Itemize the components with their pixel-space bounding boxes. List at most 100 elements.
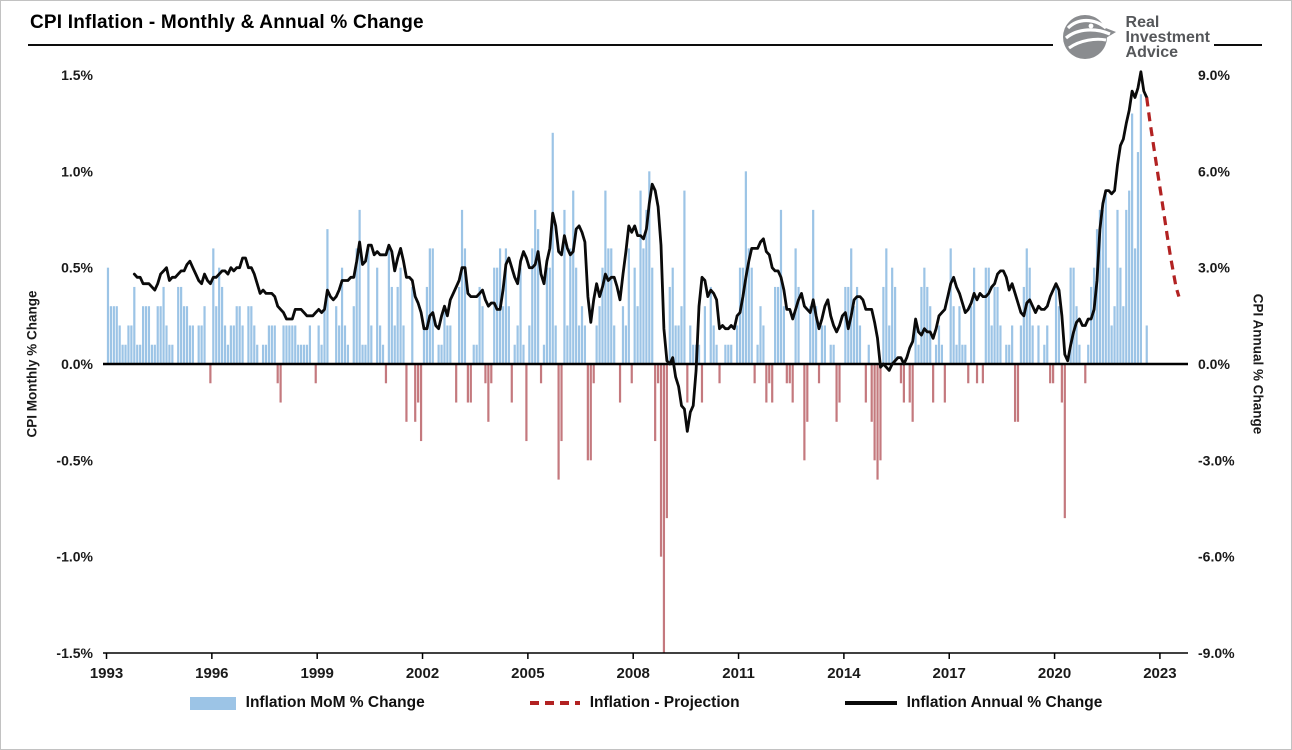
mom-bar: [458, 286, 461, 364]
mom-bar: [352, 306, 355, 364]
mom-bar: [159, 306, 162, 364]
mom-bar: [215, 306, 218, 364]
mom-bar: [888, 325, 891, 364]
x-axis-tick-label: 2020: [1038, 665, 1071, 682]
legend-item-annual: Inflation Annual % Change: [844, 694, 1103, 712]
mom-bar: [651, 267, 654, 364]
mom-bar: [610, 248, 613, 364]
mom-bar: [513, 344, 516, 364]
mom-bar: [340, 267, 344, 364]
mom-bar: [560, 364, 563, 442]
mom-bar: [812, 209, 815, 364]
mom-bar: [282, 325, 285, 364]
mom-bar: [759, 306, 762, 364]
mom-bar: [487, 364, 490, 422]
mom-bar: [446, 325, 449, 364]
mom-bar: [926, 286, 929, 364]
mom-bar: [124, 344, 127, 364]
mom-bar: [885, 248, 888, 364]
mom-bar: [182, 306, 186, 364]
mom-bar: [844, 286, 847, 364]
mom-bar: [490, 364, 493, 384]
mom-bar: [1131, 113, 1134, 364]
x-axis-tick-label: 2017: [933, 665, 966, 682]
mom-bar: [557, 364, 560, 480]
mom-bar: [656, 364, 660, 384]
mom-bar: [776, 286, 780, 364]
mom-bar: [788, 364, 791, 384]
mom-bar: [683, 190, 686, 364]
mom-bar: [223, 325, 227, 364]
mom-bar: [127, 325, 130, 364]
mom-bar: [662, 364, 666, 653]
mom-bar: [1104, 190, 1107, 364]
mom-bar: [1057, 306, 1061, 364]
mom-bar: [1049, 364, 1052, 384]
mom-bar: [539, 364, 543, 384]
mom-bar: [923, 267, 926, 364]
mom-bar: [1043, 344, 1046, 364]
mom-bar: [990, 325, 993, 364]
mom-bar: [112, 306, 115, 364]
mom-bar: [592, 364, 595, 384]
mom-bar: [431, 248, 434, 364]
mom-bar: [203, 306, 206, 364]
mom-bar: [633, 267, 636, 364]
mom-bar: [440, 344, 443, 364]
mom-bar: [700, 364, 704, 403]
mom-bar: [894, 286, 897, 364]
mom-bar: [738, 267, 742, 364]
mom-bar: [510, 364, 513, 403]
mom-bar: [402, 325, 405, 364]
mom-bar: [665, 364, 668, 519]
mom-bar: [1139, 94, 1142, 365]
mom-bar: [504, 248, 508, 364]
mom-bar: [256, 344, 259, 364]
annual-line-swatch: [844, 701, 897, 705]
mom-bar: [507, 306, 510, 364]
x-axis-tick-label: 2002: [406, 665, 439, 682]
mom-bar: [472, 344, 475, 364]
mom-bar: [1069, 267, 1072, 364]
left-axis-tick-label: 0.0%: [61, 356, 93, 372]
ria-logo-line-2: Investment: [1125, 28, 1210, 46]
mom-bar: [241, 325, 244, 364]
mom-bar: [317, 325, 320, 364]
legend-label-annual: Inflation Annual % Change: [906, 694, 1103, 711]
mom-bar: [735, 325, 739, 364]
ria-logo-line-1: Real: [1125, 13, 1160, 31]
mom-bar: [876, 364, 879, 480]
mom-bar: [346, 344, 350, 364]
mom-bar: [601, 267, 604, 364]
mom-bar: [873, 364, 876, 461]
mom-bar: [1116, 209, 1119, 364]
mom-bar: [577, 325, 581, 364]
mom-bar: [817, 364, 821, 384]
mom-bar: [250, 306, 253, 364]
mom-bar: [835, 364, 838, 422]
mom-bar: [580, 306, 584, 364]
mom-bar: [712, 325, 715, 364]
mom-bar: [1122, 306, 1125, 364]
mom-bar: [1011, 325, 1014, 364]
mom-bar: [940, 344, 944, 364]
mom-bar: [463, 248, 467, 364]
mom-bar: [952, 306, 955, 364]
title-divider-rule: [28, 44, 1262, 46]
mom-bar: [285, 325, 288, 364]
mom-bar: [902, 364, 905, 403]
mom-bar: [692, 344, 695, 364]
mom-bar: [1110, 325, 1113, 364]
mom-bar: [984, 267, 987, 364]
inflation-projection-line: [1145, 97, 1181, 298]
mom-bar: [569, 248, 572, 364]
left-axis-tick-label: 1.5%: [61, 67, 93, 83]
mom-bar: [934, 344, 938, 364]
mom-bar: [437, 344, 440, 364]
mom-bar: [355, 248, 358, 364]
mom-bar: [522, 344, 525, 364]
mom-bar: [109, 306, 112, 364]
mom-bar: [419, 364, 423, 442]
mom-bar: [264, 344, 268, 364]
mom-bar: [314, 364, 317, 384]
